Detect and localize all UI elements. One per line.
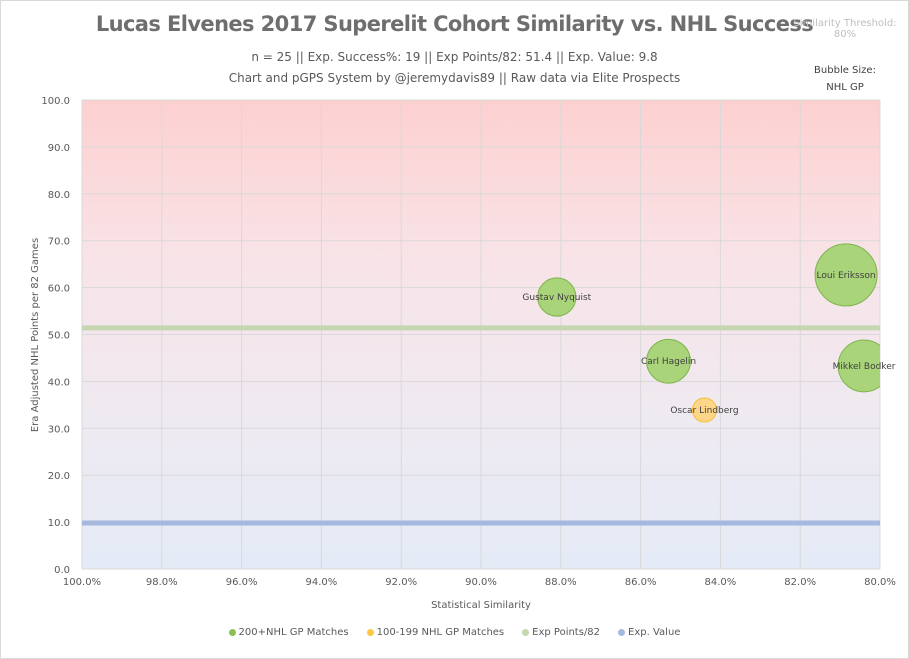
bubble-mikkel-bodker: [837, 339, 880, 393]
y-tick-label: 10.0: [48, 518, 70, 529]
bubble-loui-eriksson: [814, 243, 878, 307]
x-tick-label: 90.0%: [465, 577, 497, 588]
bubble-size-value: NHL GP: [826, 82, 864, 93]
y-tick-label: 40.0: [48, 377, 70, 388]
y-tick-label: 0.0: [54, 565, 70, 576]
x-tick-label: 96.0%: [226, 577, 258, 588]
bubble-label: Loui Eriksson: [817, 271, 876, 281]
chart-subtitle-credits: Chart and pGPS System by @jeremydavis89 …: [228, 71, 681, 85]
legend-marker: [618, 628, 626, 636]
legend-item-exp-value: Exp. Value: [618, 627, 680, 638]
bubble-label: Carl Hagelin: [641, 357, 696, 367]
legend-label: 100-199 NHL GP Matches: [376, 627, 505, 638]
legend-item-exp-points: Exp Points/82: [522, 627, 600, 638]
bubble-gustav-nyquist: [537, 277, 577, 317]
y-tick-label: 20.0: [48, 471, 70, 482]
bubble-size-label: Bubble Size:: [814, 65, 876, 76]
bubble-size-note: Bubble Size: NHL GP: [800, 62, 890, 96]
legend-label: Exp. Value: [628, 627, 681, 638]
legend: 200+NHL GP Matches 100-199 NHL GP Matche…: [0, 627, 909, 638]
y-tick-label: 30.0: [48, 424, 70, 435]
legend-item-200plus: 200+NHL GP Matches: [228, 627, 349, 638]
x-tick-label: 92.0%: [385, 577, 417, 588]
y-tick-label: 50.0: [48, 331, 70, 342]
y-tick-label: 100.0: [41, 96, 70, 107]
bubble-oscar-lindberg: [691, 397, 717, 423]
legend-label: Exp Points/82: [532, 627, 601, 638]
chart-title: Lucas Elvenes 2017 Superelit Cohort Simi…: [95, 12, 814, 36]
threshold-note: Similarity Threshold: 80%: [790, 18, 900, 40]
chart-subtitle-stats: n = 25 || Exp. Success%: 19 || Exp Point…: [251, 50, 658, 64]
bubble-carl-hagelin: [646, 338, 691, 384]
y-tick-label: 80.0: [48, 190, 70, 201]
x-axis-label: Statistical Similarity: [431, 600, 531, 611]
x-tick-label: 80.0%: [864, 577, 896, 588]
legend-label: 200+NHL GP Matches: [238, 627, 349, 638]
x-tick-label: 94.0%: [306, 577, 338, 588]
y-tick-label: 90.0: [48, 143, 70, 154]
legend-item-100-199: 100-199 NHL GP Matches: [366, 627, 505, 638]
x-tick-label: 84.0%: [705, 577, 737, 588]
x-tick-label: 98.0%: [146, 577, 178, 588]
y-axis-label: Era Adjusted NHL Points per 82 Games: [30, 238, 41, 432]
y-tick-label: 60.0: [48, 284, 70, 295]
y-tick-label: 70.0: [48, 237, 70, 248]
bubble-label: Mikkel Bodker: [833, 362, 896, 372]
threshold-label: Similarity Threshold:: [793, 18, 897, 29]
threshold-value: 80%: [833, 29, 857, 40]
legend-marker: [522, 628, 530, 636]
x-tick-label: 82.0%: [784, 577, 816, 588]
x-tick-label: 86.0%: [625, 577, 657, 588]
legend-marker: [366, 628, 374, 636]
x-tick-label: 88.0%: [545, 577, 577, 588]
bubble-label: Oscar Lindberg: [670, 406, 738, 416]
x-tick-label: 100.0%: [63, 577, 101, 588]
bubble-label: Gustav Nyquist: [522, 293, 591, 303]
legend-marker: [228, 628, 236, 636]
